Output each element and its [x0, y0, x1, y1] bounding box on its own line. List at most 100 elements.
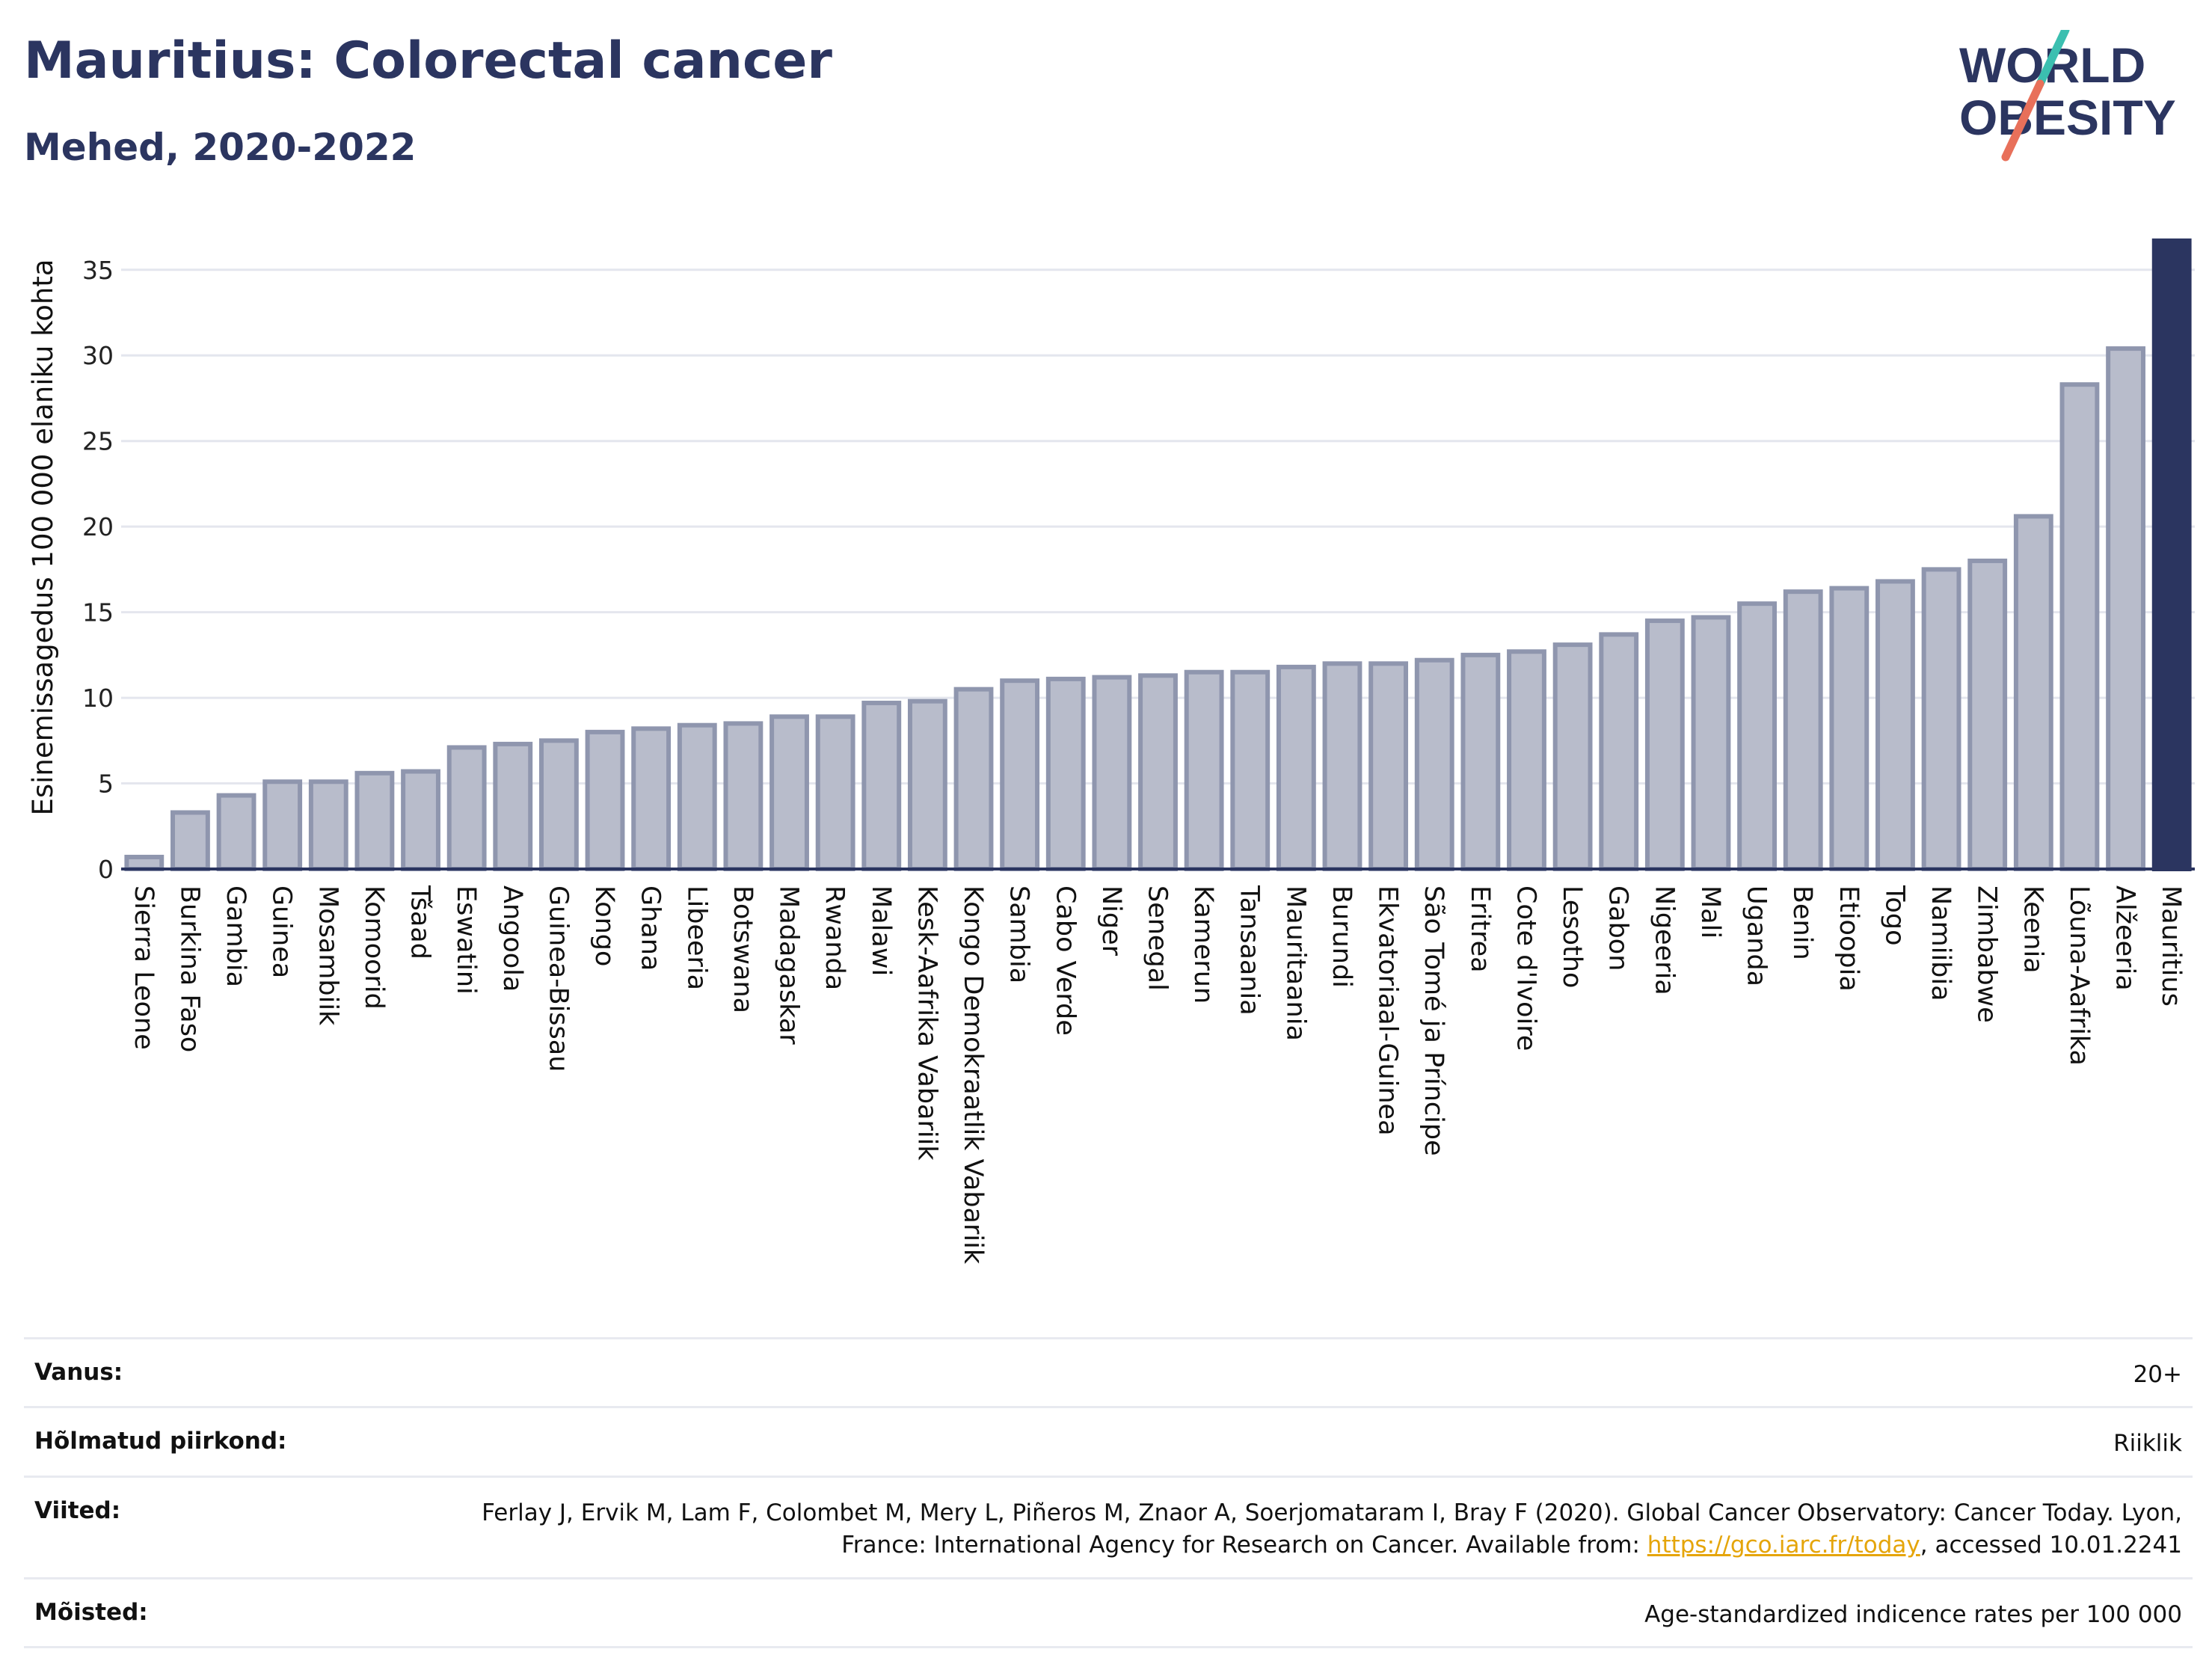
bar [493, 741, 533, 871]
meta-refs-text: Ferlay J, Ervik M, Lam F, Colombet M, Me… [482, 1499, 2182, 1559]
x-tick-label: Kamerun [1188, 885, 1218, 1004]
bar [585, 729, 625, 871]
bar [1230, 669, 1271, 871]
x-tick-label: Benin [1787, 885, 1817, 960]
x-tick-label: Madagaskar [774, 885, 804, 1045]
x-tick-label: Keenia [2018, 885, 2047, 974]
bar [1138, 673, 1178, 871]
x-tick-label: Botswana [728, 885, 758, 1013]
x-tick-label: Togo [1879, 885, 1909, 945]
bar [1045, 676, 1086, 872]
x-tick-label: Gabon [1603, 885, 1633, 971]
bar [2059, 382, 2100, 871]
x-tick-label: Cabo Verde [1050, 885, 1080, 1036]
bar [1599, 632, 1639, 872]
bar [401, 769, 440, 872]
bar [1737, 601, 1778, 871]
bar [815, 714, 855, 871]
x-tick-label: Tansaania [1235, 885, 1265, 1016]
x-tick-label: Libeeria [681, 885, 711, 990]
bar [308, 779, 348, 871]
y-tick-label: 25 [82, 427, 114, 456]
page-subtitle: Mehed, 2020-2022 [24, 126, 417, 169]
logo-slash-coral [2001, 79, 2044, 162]
bar [216, 793, 256, 871]
x-tick-label: Zimbabwe [1972, 885, 2002, 1023]
x-tick-label: São Tomé ja Príncipe [1419, 885, 1448, 1156]
logo-text-obesity: OBESITY [1959, 90, 2176, 145]
meta-age-value: 20+ [2133, 1361, 2182, 1388]
x-tick-label: Kongo [589, 885, 619, 966]
x-tick-label: Eritrea [1465, 885, 1495, 973]
meta-row-region: Hõlmatud piirkond: Riiklik [24, 1406, 2193, 1475]
y-tick-label: 10 [82, 684, 114, 713]
y-tick-label: 20 [82, 512, 114, 541]
bar [631, 726, 672, 872]
bar [1322, 661, 1362, 871]
bar [1552, 642, 1593, 871]
x-tick-label: Kongo Demokraatlik Vabariik [958, 885, 988, 1265]
bar [1644, 618, 1685, 871]
x-tick-label: Lesotho [1557, 885, 1587, 988]
bar [1184, 669, 1224, 871]
x-tick-label: Sierra Leone [129, 885, 159, 1050]
meta-refs-accessed: , accessed 10.01.2241 [1920, 1532, 2182, 1559]
x-tick-label: Nigeeria [1649, 885, 1679, 995]
x-tick-label: Lõuna-Aafrika [2064, 885, 2094, 1066]
meta-defs-value: Age-standardized indicence rates per 100… [1644, 1600, 2182, 1628]
x-tick-label: Uganda [1742, 885, 1772, 986]
bar-chart: 0 5 10 15 20 25 30 35 Esinemissagedus 100 000 el… [27, 238, 2195, 1265]
x-tick-label: Mosambiik [313, 885, 342, 1026]
meta-refs-label: Viited: [34, 1496, 121, 1524]
x-tick-label: Etioopia [1834, 885, 1864, 992]
bar [2151, 238, 2192, 871]
x-tick-label: Angoola [497, 885, 527, 992]
bar [1507, 649, 1546, 871]
x-tick-label: Ghana [636, 885, 666, 971]
x-tick-label: Malawi [866, 885, 896, 976]
x-tick-label: Tšaad [405, 885, 435, 959]
bar [354, 770, 395, 872]
meta-refs-link[interactable]: https://gco.iarc.fr/today [1647, 1532, 1920, 1559]
x-tick-label: Eswatini [451, 885, 481, 995]
bar [907, 698, 947, 872]
bar [769, 714, 809, 871]
y-tick-label: 35 [82, 256, 114, 285]
bar [2013, 514, 2053, 871]
x-tick-label: Gambia [221, 885, 251, 987]
bar [677, 722, 717, 872]
page-title: Mauritius: Colorectal cancer [24, 31, 832, 90]
meta-row-references: Viited: Ferlay J, Ervik M, Lam F, Colomb… [24, 1475, 2193, 1577]
bar [1921, 567, 1961, 871]
logo-slash-teal [2036, 30, 2070, 88]
x-tick-label: Ekvatoriaal-Guinea [1373, 885, 1403, 1136]
x-tick-label: Sambia [1004, 885, 1034, 983]
bar [2106, 346, 2145, 871]
x-tick-label: Niger [1096, 885, 1126, 957]
bar [1967, 558, 2008, 871]
bar [1414, 657, 1454, 871]
y-axis-label: Esinemissagedus 100 000 elaniku kohta [27, 259, 59, 815]
y-tick-label: 5 [98, 770, 114, 799]
bar [1000, 678, 1040, 872]
bar [1875, 579, 1915, 871]
bar [1460, 652, 1501, 872]
bar [1092, 675, 1132, 872]
meta-row-definitions: Mõisted: Age-standardized indicence rate… [24, 1576, 2193, 1648]
x-tick-label: Burundi [1327, 885, 1357, 988]
x-tick-label: Guinea-Bissau [543, 885, 573, 1072]
x-tick-label: Mauritius [2156, 885, 2186, 1007]
bar [446, 745, 487, 872]
y-tick-label: 15 [82, 598, 114, 627]
bar [262, 779, 303, 871]
x-tick-label: Alžeeria [2110, 885, 2140, 991]
x-tick-label: Guinea [267, 885, 297, 978]
meta-age-label: Vanus: [34, 1359, 123, 1386]
bar [723, 721, 764, 872]
bar [1276, 664, 1316, 871]
bar [1783, 589, 1823, 872]
bar [124, 854, 165, 872]
meta-row-age: Vanus: 20+ [24, 1337, 2193, 1406]
metadata-table: Vanus: 20+ Hõlmatud piirkond: Riiklik Vi… [24, 1337, 2193, 1648]
x-tick-label: Senegal [1143, 885, 1173, 991]
